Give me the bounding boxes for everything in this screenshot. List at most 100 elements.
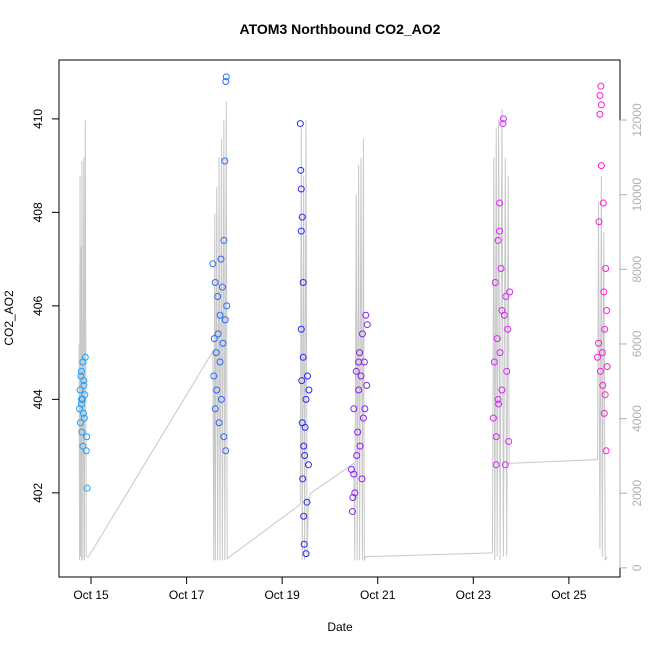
point — [358, 475, 366, 483]
point — [594, 353, 602, 361]
point — [77, 367, 85, 375]
y2-tick-label: 12000 — [630, 103, 644, 137]
point — [597, 162, 605, 170]
point — [80, 381, 88, 389]
x-axis-label: Date — [327, 620, 353, 634]
point — [80, 414, 88, 422]
x-tick-label: Oct 21 — [360, 588, 396, 602]
point — [79, 442, 87, 450]
point — [349, 494, 357, 502]
point — [363, 381, 371, 389]
point — [296, 120, 304, 128]
point — [502, 293, 510, 301]
point — [301, 451, 309, 459]
point — [300, 442, 308, 450]
y2-tick-label: 4000 — [630, 405, 644, 432]
point — [222, 73, 230, 81]
point — [303, 372, 311, 380]
point — [297, 166, 305, 174]
x-tick-label: Oct 15 — [73, 588, 109, 602]
y2-tick-label: 10000 — [630, 178, 644, 212]
point — [222, 78, 230, 86]
point — [356, 349, 364, 357]
point — [221, 316, 229, 324]
point — [492, 461, 500, 469]
point — [504, 325, 512, 333]
point — [303, 498, 311, 506]
point — [218, 283, 226, 291]
y2-tick-label: 8000 — [630, 256, 644, 283]
point — [221, 157, 229, 165]
point — [304, 461, 312, 469]
point — [209, 260, 217, 268]
point — [211, 279, 219, 287]
point — [216, 358, 224, 366]
point — [354, 428, 362, 436]
point — [495, 400, 503, 408]
point — [216, 311, 224, 319]
point — [496, 227, 504, 235]
point — [498, 386, 506, 394]
point — [213, 386, 221, 394]
point — [356, 442, 364, 450]
point — [302, 395, 310, 403]
point — [217, 395, 225, 403]
point — [297, 325, 305, 333]
point — [361, 405, 369, 413]
point — [353, 451, 361, 459]
x-tick-label: Oct 17 — [169, 588, 205, 602]
point — [595, 218, 603, 226]
point — [496, 199, 504, 207]
y2-tick-label: 0 — [630, 564, 644, 571]
point — [223, 302, 231, 310]
y-tick-label: 408 — [31, 202, 45, 222]
y-tick-label: 410 — [31, 109, 45, 129]
point — [601, 391, 609, 399]
y-axis-label: CO2_AO2 — [2, 290, 16, 346]
point — [301, 423, 309, 431]
point — [491, 279, 499, 287]
point — [83, 484, 91, 492]
point — [299, 353, 307, 361]
point — [596, 92, 604, 100]
point — [596, 367, 604, 375]
point — [594, 339, 602, 347]
point — [217, 255, 225, 263]
point — [599, 381, 607, 389]
plot-box — [58, 59, 621, 578]
point — [501, 461, 509, 469]
point — [503, 367, 511, 375]
point — [363, 321, 371, 329]
point — [602, 264, 610, 272]
point — [77, 395, 85, 403]
point — [359, 414, 367, 422]
point — [81, 391, 89, 399]
point — [79, 409, 87, 417]
point — [351, 489, 359, 497]
point — [350, 470, 358, 478]
point — [222, 447, 230, 455]
point — [350, 405, 358, 413]
x-tick-label: Oct 23 — [456, 588, 492, 602]
point — [82, 447, 90, 455]
point — [600, 409, 608, 417]
point — [76, 405, 84, 413]
point — [492, 433, 500, 441]
point — [220, 236, 228, 244]
point — [496, 349, 504, 357]
point — [600, 288, 608, 296]
point — [214, 330, 222, 338]
chart-title: ATOM3 Northbound CO2_AO2 — [240, 21, 441, 37]
point — [355, 386, 363, 394]
point — [77, 419, 85, 427]
point — [358, 330, 366, 338]
point — [499, 115, 507, 123]
y-tick-label: 402 — [31, 483, 45, 503]
point — [297, 185, 305, 193]
point — [297, 227, 305, 235]
point — [302, 550, 310, 558]
x-tick-label: Oct 25 — [551, 588, 587, 602]
point — [597, 101, 605, 109]
